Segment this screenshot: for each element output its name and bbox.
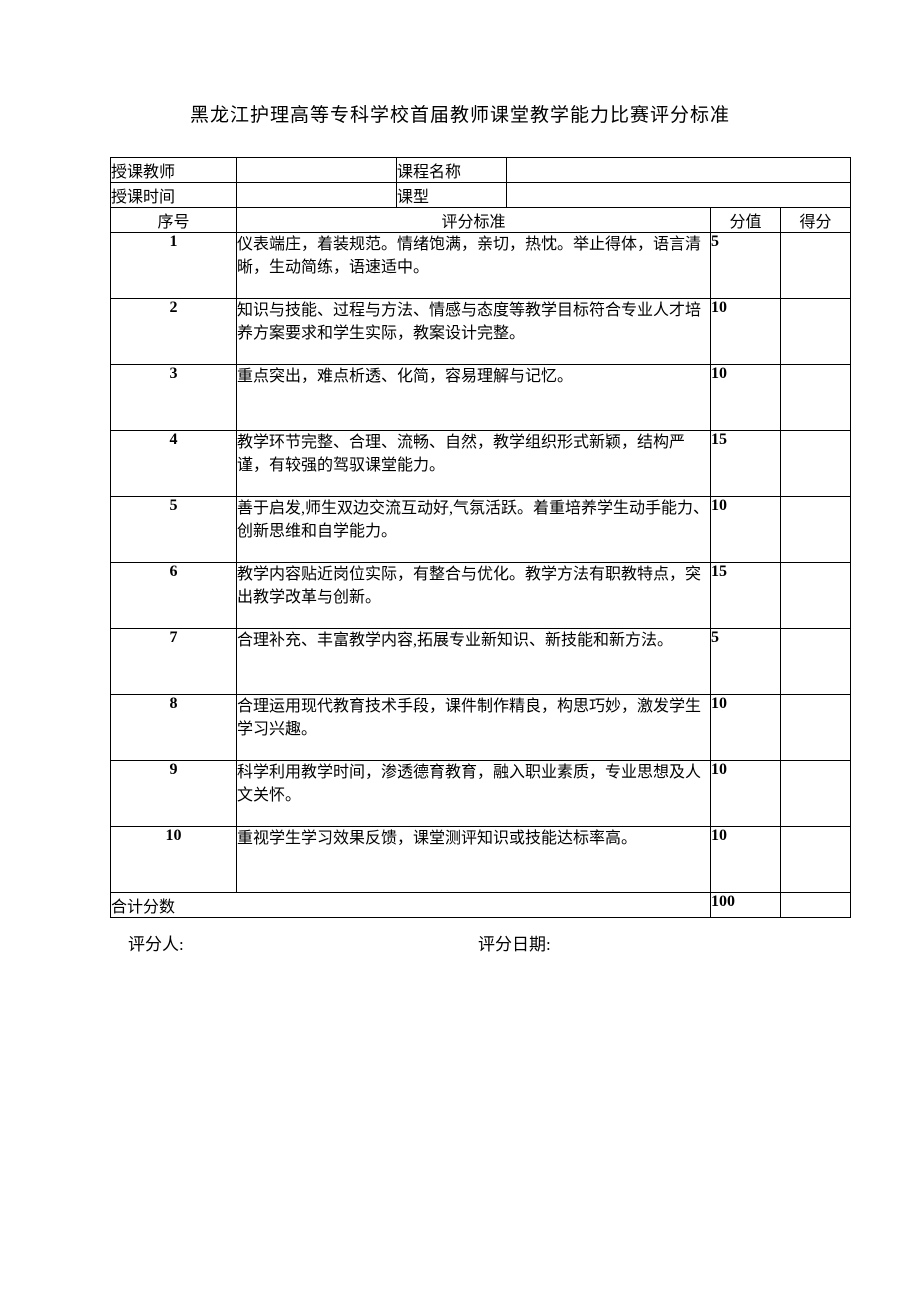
row-earned [781,431,851,497]
date-label: 评分日期: [478,930,810,955]
course-value [507,158,851,183]
row-score: 10 [711,695,781,761]
row-earned [781,497,851,563]
row-seq: 7 [111,629,237,695]
teacher-value [237,158,397,183]
footer: 评分人: 评分日期: [110,930,810,955]
row-seq: 3 [111,365,237,431]
row-criteria: 重视学生学习效果反馈，课堂测评知识或技能达标率高。 [237,827,711,893]
row-score: 15 [711,563,781,629]
row-criteria: 合理补充、丰富教学内容,拓展专业新知识、新技能和新方法。 [237,629,711,695]
total-earned [781,893,851,918]
row-seq: 8 [111,695,237,761]
total-label: 合计分数 [111,893,711,918]
table-row: 2知识与技能、过程与方法、情感与态度等教学目标符合专业人才培养方案要求和学生实际… [111,299,851,365]
row-seq: 6 [111,563,237,629]
row-score: 10 [711,827,781,893]
row-earned [781,695,851,761]
row-score: 10 [711,761,781,827]
rubric-table: 授课教师 课程名称 授课时间 课型 序号 评分标准 分值 得分 1仪表端庄，着装… [110,157,851,918]
header-seq: 序号 [111,208,237,233]
type-label: 课型 [397,183,507,208]
row-seq: 1 [111,233,237,299]
row-seq: 2 [111,299,237,365]
page-title: 黑龙江护理高等专科学校首届教师课堂教学能力比赛评分标准 [110,100,810,127]
row-seq: 5 [111,497,237,563]
rater-label: 评分人: [128,930,478,955]
table-row: 4教学环节完整、合理、流畅、自然，教学组织形式新颖，结构严谨，有较强的驾驭课堂能… [111,431,851,497]
row-score: 10 [711,497,781,563]
teacher-label: 授课教师 [111,158,237,183]
row-score: 5 [711,629,781,695]
table-row: 5善于启发,师生双边交流互动好,气氛活跃。着重培养学生动手能力、创新思维和自学能… [111,497,851,563]
row-earned [781,827,851,893]
header-row: 序号 评分标准 分值 得分 [111,208,851,233]
course-label: 课程名称 [397,158,507,183]
row-seq: 9 [111,761,237,827]
row-earned [781,629,851,695]
table-row: 1仪表端庄，着装规范。情绪饱满，亲切，热忱。举止得体，语言清晰，生动简练，语速适… [111,233,851,299]
row-earned [781,761,851,827]
row-earned [781,365,851,431]
row-score: 15 [711,431,781,497]
total-row: 合计分数 100 [111,893,851,918]
table-row: 9科学利用教学时间，渗透德育教育，融入职业素质，专业思想及人文关怀。10 [111,761,851,827]
row-criteria: 知识与技能、过程与方法、情感与态度等教学目标符合专业人才培养方案要求和学生实际，… [237,299,711,365]
row-criteria: 仪表端庄，着装规范。情绪饱满，亲切，热忱。举止得体，语言清晰，生动简练，语速适中… [237,233,711,299]
table-row: 8合理运用现代教育技术手段，课件制作精良，构思巧妙，激发学生学习兴趣。10 [111,695,851,761]
row-earned [781,563,851,629]
header-earned: 得分 [781,208,851,233]
row-score: 10 [711,365,781,431]
header-criteria: 评分标准 [237,208,711,233]
type-value [507,183,851,208]
row-criteria: 重点突出，难点析透、化简，容易理解与记忆。 [237,365,711,431]
table-row: 3重点突出，难点析透、化简，容易理解与记忆。10 [111,365,851,431]
row-seq: 10 [111,827,237,893]
row-criteria: 科学利用教学时间，渗透德育教育，融入职业素质，专业思想及人文关怀。 [237,761,711,827]
time-value [237,183,397,208]
table-row: 6教学内容贴近岗位实际，有整合与优化。教学方法有职教特点，突出教学改革与创新。1… [111,563,851,629]
row-criteria: 合理运用现代教育技术手段，课件制作精良，构思巧妙，激发学生学习兴趣。 [237,695,711,761]
time-label: 授课时间 [111,183,237,208]
row-criteria: 善于启发,师生双边交流互动好,气氛活跃。着重培养学生动手能力、创新思维和自学能力… [237,497,711,563]
row-seq: 4 [111,431,237,497]
info-row-2: 授课时间 课型 [111,183,851,208]
row-score: 10 [711,299,781,365]
table-row: 10重视学生学习效果反馈，课堂测评知识或技能达标率高。10 [111,827,851,893]
row-criteria: 教学环节完整、合理、流畅、自然，教学组织形式新颖，结构严谨，有较强的驾驭课堂能力… [237,431,711,497]
total-value: 100 [711,893,781,918]
row-earned [781,233,851,299]
header-score: 分值 [711,208,781,233]
row-earned [781,299,851,365]
row-score: 5 [711,233,781,299]
row-criteria: 教学内容贴近岗位实际，有整合与优化。教学方法有职教特点，突出教学改革与创新。 [237,563,711,629]
table-row: 7合理补充、丰富教学内容,拓展专业新知识、新技能和新方法。5 [111,629,851,695]
info-row-1: 授课教师 课程名称 [111,158,851,183]
